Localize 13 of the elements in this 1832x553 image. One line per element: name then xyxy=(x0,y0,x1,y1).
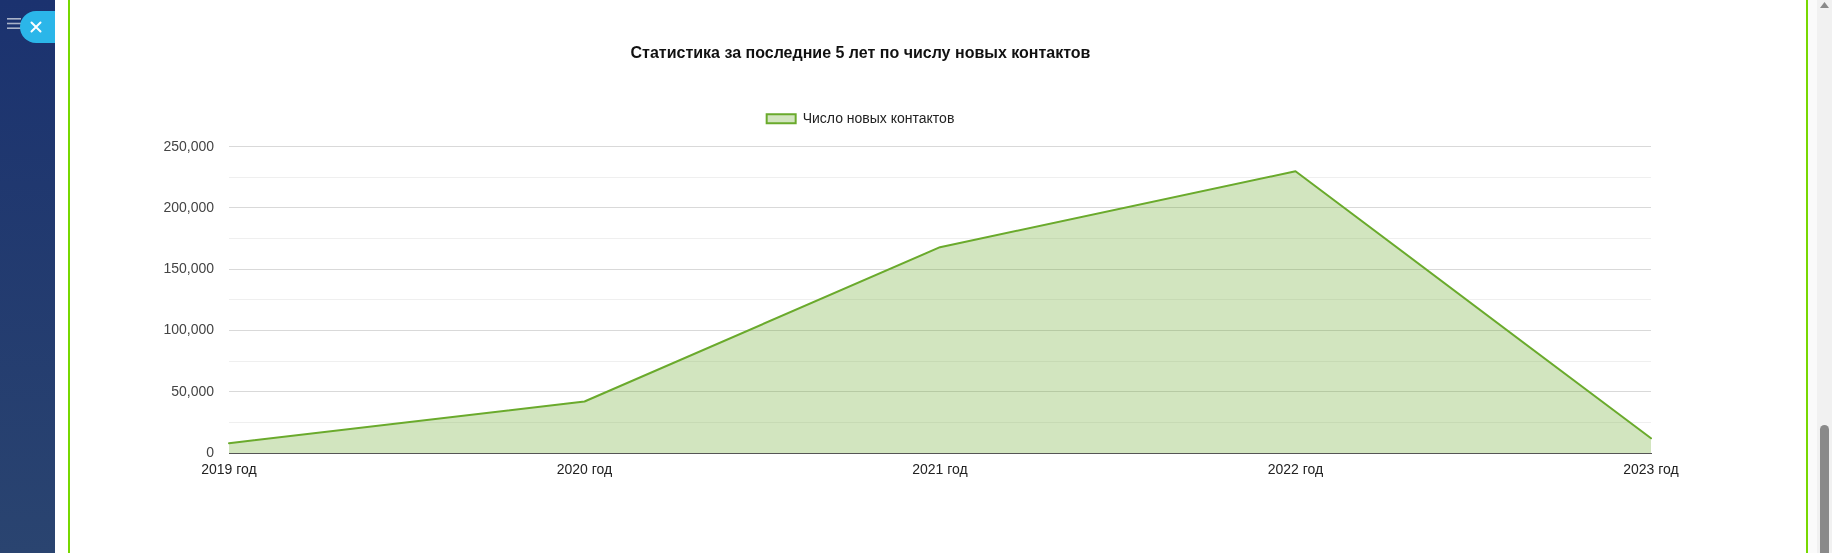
chart-title: Статистика за последние 5 лет по числу новых контактов xyxy=(630,44,1091,62)
legend-label: Число новых контактов xyxy=(802,109,955,126)
x-tick-label: 2023 год xyxy=(1623,461,1679,478)
y-tick-label: 200,000 xyxy=(163,198,215,215)
y-tick-label: 100,000 xyxy=(163,321,215,338)
y-tick-label: 150,000 xyxy=(163,260,215,277)
x-tick-label: 2022 год xyxy=(1267,461,1324,478)
x-tick-label: 2019 год xyxy=(201,461,257,478)
x-tick-label: 2020 год xyxy=(556,461,613,478)
y-tick-label: 0 xyxy=(206,443,215,460)
y-tick-label: 250,000 xyxy=(163,137,215,154)
y-tick-label: 50,000 xyxy=(171,382,215,399)
x-tick-label: 2021 год xyxy=(912,461,968,478)
